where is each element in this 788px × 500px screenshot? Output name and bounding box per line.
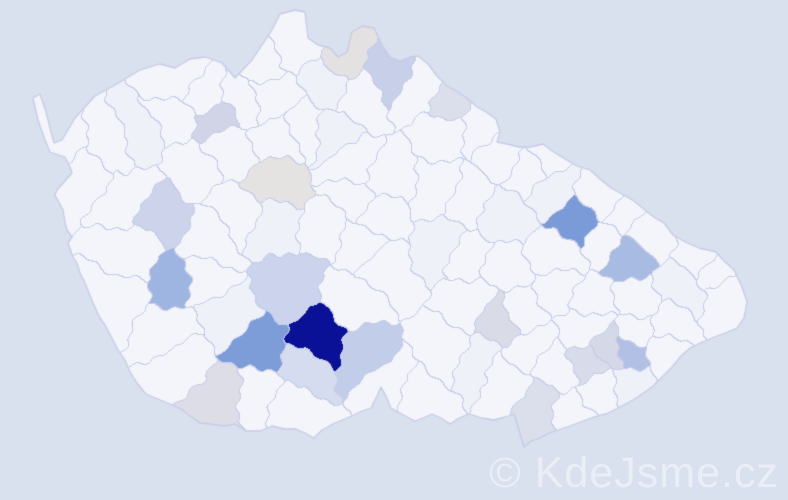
- watermark: © KdeJsme.cz: [489, 449, 779, 497]
